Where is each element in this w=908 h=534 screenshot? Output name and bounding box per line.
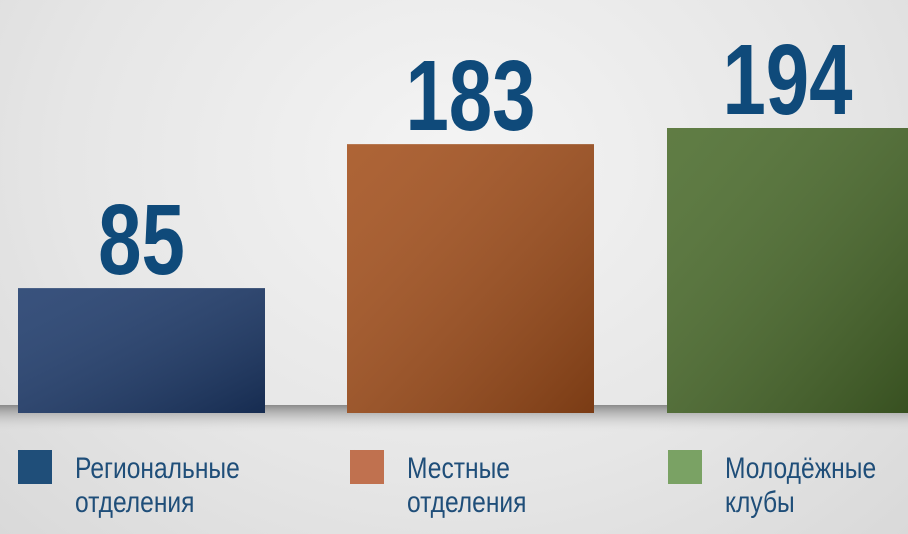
- legend-swatch: [350, 450, 384, 484]
- legend-label: Молодёжные клубы: [725, 452, 877, 519]
- value-label: 85: [98, 185, 185, 297]
- bar-shine: [667, 128, 908, 413]
- bar-shine: [347, 144, 594, 413]
- legend-swatch: [18, 450, 52, 484]
- value-label: 194: [722, 25, 852, 137]
- legend-swatch: [668, 450, 702, 484]
- legend-label: Региональные отделения: [75, 452, 240, 519]
- legend-label: Местные отделения: [407, 452, 527, 519]
- bar-shine: [18, 288, 265, 413]
- value-label: 183: [405, 41, 535, 153]
